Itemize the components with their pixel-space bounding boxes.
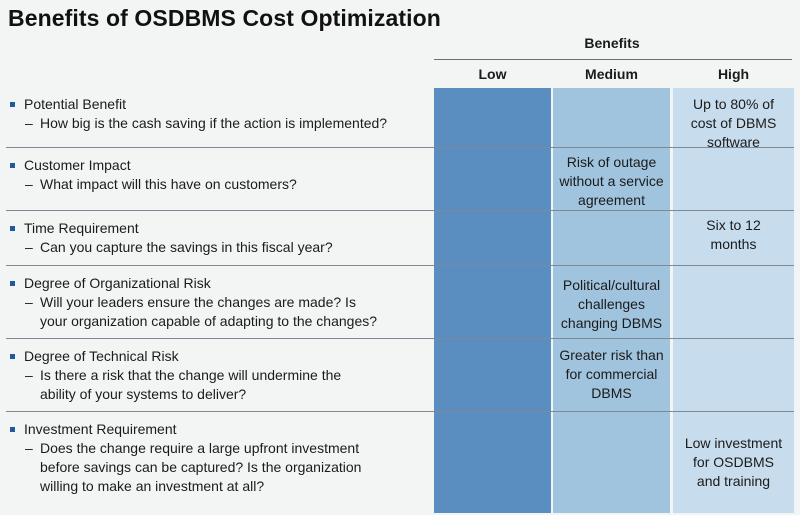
criterion-question: your organization capable of adapting to…	[40, 313, 378, 329]
bullet-square-icon	[10, 102, 15, 107]
criterion-1: Potential Benefit – How big is the cash sa…	[8, 95, 428, 133]
cell-text-line: Low investment	[684, 435, 783, 451]
cell-text-line: software	[707, 134, 760, 150]
high-column-band	[673, 88, 794, 513]
column-header-medium: Medium	[585, 66, 638, 82]
dash-bullet: –	[25, 239, 33, 255]
cell-text-line: for OSDBMS	[693, 454, 774, 470]
medium-column-band	[553, 88, 670, 513]
cell-text-line: Greater risk than	[559, 347, 664, 363]
cell-text-line: cost of DBMS	[690, 115, 777, 131]
bullet-square-icon	[10, 226, 15, 231]
criterion-6: Investment Requirement – Does the change r…	[8, 420, 428, 496]
criterion-question: before savings can be captured? Is the o…	[40, 459, 362, 475]
criterion-5: Degree of Technical Risk – Is there a risk…	[8, 347, 428, 404]
criterion-title: Customer Impact	[24, 157, 131, 173]
cell-medium-row-5: Greater risk than for commercial DBMS	[553, 346, 670, 403]
dash-bullet: –	[25, 115, 33, 131]
cell-text-line: Risk of outage	[566, 154, 657, 170]
benefits-header: Benefits	[584, 35, 640, 51]
criterion-question: Will your leaders ensure the changes are…	[40, 294, 356, 310]
dash-bullet: –	[25, 367, 33, 383]
cell-text-line: agreement	[578, 192, 645, 208]
cell-text-line: Up to 80% of	[693, 96, 774, 112]
dash-bullet: –	[25, 294, 33, 310]
dash-bullet: –	[25, 440, 33, 456]
cell-text-line: Political/cultural	[562, 277, 661, 293]
bullet-square-icon	[10, 427, 15, 432]
cell-text-line: changing DBMS	[560, 315, 663, 331]
row-divider	[6, 338, 794, 339]
criterion-title: Potential Benefit	[24, 96, 126, 112]
cell-text-line: and training	[696, 473, 771, 489]
cell-high-row-3: Six to 12 months	[673, 216, 794, 254]
criterion-title: Degree of Organizational Risk	[24, 275, 211, 291]
criterion-question: Does the change require a large upfront …	[40, 440, 360, 456]
cell-text-line: challenges	[578, 296, 645, 312]
criterion-question: How big is the cash saving if the action…	[40, 115, 388, 131]
criterion-question: Is there a risk that the change will und…	[40, 367, 342, 383]
criterion-title: Investment Requirement	[24, 421, 177, 437]
bullet-square-icon	[10, 163, 15, 168]
row-divider	[6, 265, 794, 266]
bullet-square-icon	[10, 281, 15, 286]
criterion-title: Degree of Technical Risk	[24, 348, 179, 364]
dash-bullet: –	[25, 176, 33, 192]
cell-text-line: months	[710, 236, 757, 252]
criterion-question: What impact will this have on customers?	[40, 176, 297, 192]
bullet-square-icon	[10, 354, 15, 359]
criterion-question: ability of your systems to deliver?	[40, 386, 247, 402]
cell-text-line: for commercial	[565, 366, 658, 382]
cell-text-line: without a service	[559, 173, 664, 189]
header-divider	[434, 59, 792, 60]
row-divider	[6, 411, 794, 412]
cell-high-row-1: Up to 80% of cost of DBMS software	[673, 95, 794, 152]
cell-text-line: DBMS	[591, 385, 632, 401]
cell-medium-row-2: Risk of outage without a service agreement	[553, 153, 670, 210]
column-header-low: Low	[478, 66, 507, 82]
criterion-title: Time Requirement	[24, 220, 139, 236]
low-column-band	[434, 88, 551, 513]
criterion-question: Can you capture the savings in this fisc…	[40, 239, 333, 255]
criterion-3: Time Requirement – Can you capture the sav…	[8, 219, 428, 257]
cell-high-row-6: Low investment for OSDBMS and training	[673, 434, 794, 491]
column-header-high: High	[717, 66, 750, 82]
criterion-4: Degree of Organizational Risk – Will your …	[8, 274, 428, 331]
row-divider	[6, 147, 794, 148]
criterion-question: willing to make an investment at all?	[40, 478, 265, 494]
page-title: Benefits of OSDBMS Cost Optimization	[8, 5, 441, 31]
cell-medium-row-4: Political/cultural challenges changing DBM…	[553, 276, 670, 333]
cell-text-line: Six to 12	[706, 217, 761, 233]
row-divider	[6, 210, 794, 211]
criterion-2: Customer Impact – What impact will this ha…	[8, 156, 428, 194]
